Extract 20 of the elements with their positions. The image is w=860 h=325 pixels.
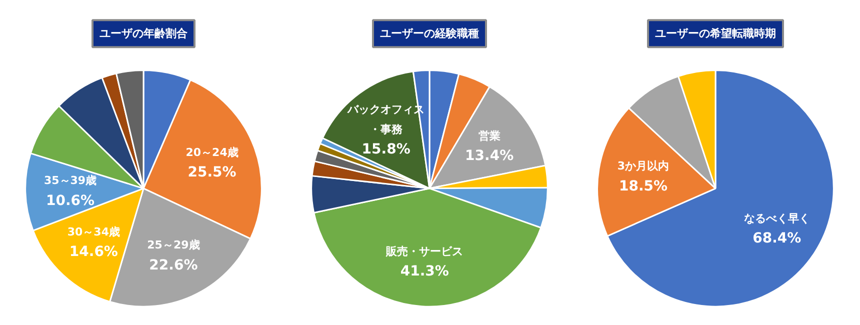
data-label: 25.5% — [188, 164, 236, 181]
chart-title: ユーザーの希望転職時期 — [655, 27, 776, 40]
slice-label: 25～29歳 — [147, 238, 200, 252]
slice-label: なるべく早く — [744, 212, 810, 225]
data-label: 10.6% — [46, 192, 95, 209]
slice-label: 30～34歳 — [67, 226, 120, 239]
chart-title: ユーザーの経験職種 — [380, 27, 479, 40]
slice-label: 3か月以内 — [617, 160, 670, 173]
data-label: 41.3% — [400, 264, 449, 280]
data-label: 15.8% — [362, 141, 410, 158]
slice-label: 販売・サービス — [385, 244, 464, 258]
data-label: 18.5% — [618, 178, 668, 194]
chart-title: ユーザの年齢割合 — [100, 27, 188, 40]
slice-label: 35～39歳 — [44, 174, 97, 188]
data-label: 68.4% — [752, 230, 802, 246]
slice-label: 20～24歳 — [186, 146, 238, 159]
slice-label: 営業 — [478, 130, 500, 143]
data-label: 14.6% — [69, 244, 118, 260]
data-label: 22.6% — [149, 257, 198, 274]
data-label: 13.4% — [465, 148, 514, 164]
